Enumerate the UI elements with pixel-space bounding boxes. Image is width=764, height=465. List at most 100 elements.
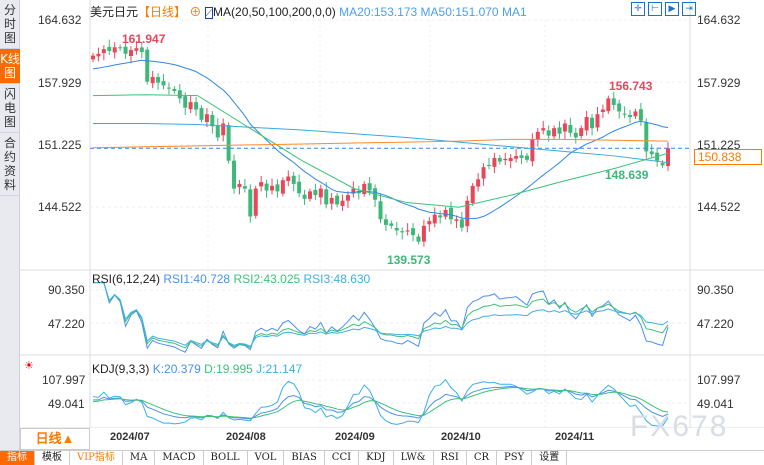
candle-body bbox=[145, 49, 150, 82]
candle-body bbox=[438, 215, 443, 218]
candle-body bbox=[389, 223, 394, 226]
candle-body bbox=[302, 194, 307, 199]
price-label: 151.225 bbox=[38, 138, 82, 152]
price-label: 144.522 bbox=[38, 200, 82, 214]
tab-ma[interactable]: MA bbox=[123, 451, 156, 465]
kdj-k-line bbox=[92, 386, 669, 420]
rsi3-value: RSI3:48.630 bbox=[303, 272, 371, 286]
candle-body bbox=[535, 131, 540, 140]
candle-body bbox=[101, 49, 106, 54]
candle-body bbox=[416, 236, 421, 242]
candle-body bbox=[221, 123, 226, 136]
candle-body bbox=[275, 184, 280, 192]
candle-body bbox=[497, 157, 502, 162]
tab-settings[interactable]: 设置 bbox=[532, 451, 568, 465]
candle-body bbox=[156, 77, 161, 83]
tab-templates[interactable]: 模板 bbox=[35, 451, 70, 465]
candle-body bbox=[118, 47, 123, 49]
settings-sun-icon[interactable]: ☀ bbox=[24, 360, 34, 372]
candle-body bbox=[557, 127, 562, 134]
candle-body bbox=[280, 180, 285, 194]
candle-body bbox=[600, 109, 605, 112]
candle-body bbox=[432, 214, 437, 224]
tab-lwr[interactable]: LW& bbox=[394, 451, 434, 465]
candle-body bbox=[166, 87, 171, 89]
candle-body bbox=[633, 111, 638, 117]
sidebar: 分时图 K线图 闪电图 合约资料 bbox=[0, 0, 20, 450]
rsi-axis-label: 47.220 bbox=[48, 317, 85, 331]
ma200-line bbox=[92, 138, 669, 149]
candle-body bbox=[644, 122, 649, 152]
candle-body bbox=[242, 186, 247, 189]
last-price-tag: 150.838 bbox=[694, 149, 762, 165]
candle-body bbox=[628, 114, 633, 118]
tab-bias[interactable]: BIAS bbox=[284, 451, 325, 465]
candle-body bbox=[546, 130, 551, 136]
date-label: 2024/07 bbox=[110, 431, 150, 443]
candle-body bbox=[394, 228, 399, 231]
tab-macd[interactable]: MACD bbox=[155, 451, 204, 465]
ma-chart-icon[interactable]: ⟋ bbox=[204, 7, 214, 19]
rsi-header: RSI(6,12,24) RSI1:40.728 RSI2:43.025 RSI… bbox=[92, 272, 370, 286]
candle-body bbox=[362, 183, 367, 195]
sidebar-item-contract-info[interactable]: 合约资料 bbox=[0, 133, 20, 196]
tab-kdj[interactable]: KDJ bbox=[359, 451, 394, 465]
ma-label: MA(20,50,100,200,0,0) bbox=[213, 5, 336, 19]
add-icon[interactable]: ⊕ bbox=[189, 5, 202, 19]
candle-body bbox=[595, 114, 600, 128]
crosshair-icon[interactable]: ✛ bbox=[631, 2, 645, 16]
candle-body bbox=[638, 109, 643, 121]
candle-body bbox=[313, 189, 318, 196]
ma50-line bbox=[92, 94, 669, 208]
candle-body bbox=[194, 102, 199, 110]
candle-body bbox=[606, 98, 611, 112]
period-selector[interactable]: 日线▲ bbox=[20, 428, 90, 450]
candle-body bbox=[421, 225, 426, 242]
zoom-range-icon[interactable]: ⊢ bbox=[648, 2, 662, 16]
candle-body bbox=[335, 195, 340, 205]
candle-body bbox=[345, 195, 350, 201]
tab-psy[interactable]: PSY bbox=[497, 451, 533, 465]
candle-body bbox=[508, 157, 513, 162]
candle-body bbox=[128, 50, 133, 57]
tab-vip[interactable]: VIP指标 bbox=[70, 451, 123, 465]
kdj-axis-label: 49.041 bbox=[48, 397, 85, 411]
candle-body bbox=[449, 207, 454, 220]
candle-body bbox=[123, 46, 128, 54]
candle-body bbox=[259, 182, 264, 187]
sidebar-item-flash[interactable]: 闪电图 bbox=[0, 84, 20, 133]
tab-vol[interactable]: VOL bbox=[248, 451, 285, 465]
kdj-header: KDJ(9,3,3) K:20.379 D:19.995 J:21.147 bbox=[92, 362, 302, 376]
candle-body bbox=[579, 128, 584, 136]
candle-body bbox=[486, 164, 491, 166]
tab-cci[interactable]: CCI bbox=[325, 451, 360, 465]
candle-body bbox=[324, 189, 329, 205]
candle-body bbox=[568, 125, 573, 133]
candle-body bbox=[351, 188, 356, 194]
sidebar-item-kline[interactable]: K线图 bbox=[0, 49, 20, 84]
candle-body bbox=[232, 160, 237, 189]
price-label-right: 144.522 bbox=[697, 200, 741, 214]
tab-indicators[interactable]: 指标 bbox=[0, 451, 35, 465]
candle-body bbox=[161, 81, 166, 86]
kdj-axis-label: 107.997 bbox=[42, 373, 86, 387]
exit-icon[interactable]: ⇥ bbox=[682, 2, 696, 16]
candle-body bbox=[340, 200, 345, 206]
kdj-label: KDJ(9,3,3) bbox=[92, 362, 150, 376]
tab-cr[interactable]: CR bbox=[467, 451, 498, 465]
candle-body bbox=[584, 117, 589, 131]
tab-rsi[interactable]: RSI bbox=[434, 451, 467, 465]
sidebar-item-timeshare[interactable]: 分时图 bbox=[0, 0, 20, 49]
play-icon[interactable]: ▶ bbox=[665, 2, 679, 16]
candle-body bbox=[459, 219, 464, 228]
tab-boll[interactable]: BOLL bbox=[204, 451, 248, 465]
kdj-axis-label-right: 107.997 bbox=[697, 373, 741, 387]
candle-body bbox=[666, 148, 670, 167]
candle-body bbox=[172, 88, 177, 91]
symbol-name: 美元日元 bbox=[90, 5, 139, 19]
date-label: 2024/09 bbox=[335, 431, 375, 443]
candle-body bbox=[454, 219, 459, 221]
kdj-d-line bbox=[92, 386, 669, 419]
kline-chart[interactable] bbox=[20, 0, 764, 428]
candle-body bbox=[476, 179, 481, 187]
